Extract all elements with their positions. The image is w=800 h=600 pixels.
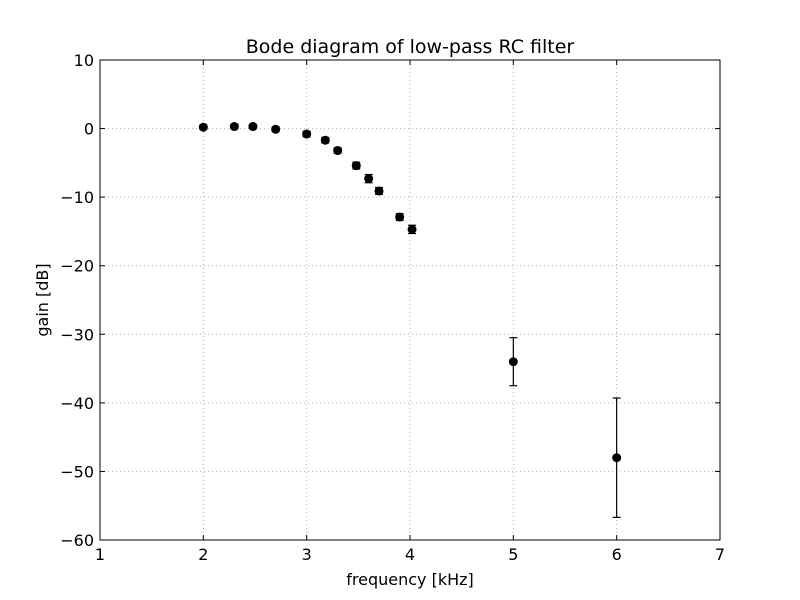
data-layer [198,122,622,518]
y-tick-label: −10 [60,188,94,207]
y-tick-label: 0 [84,120,94,139]
y-tick-label: −30 [60,325,94,344]
x-tick-label: 5 [508,545,518,564]
data-point [508,357,518,367]
x-tick-label: 2 [198,545,208,564]
data-point [374,186,384,196]
data-point [198,122,208,132]
data-point-group [407,224,417,235]
y-tick-labels: 10 0 −10 −20 −30 −40 −50 −60 [60,51,94,550]
y-tick-label: 10 [74,51,94,70]
x-tick-label: 1 [95,545,105,564]
data-point [612,453,622,463]
data-point [229,122,239,132]
y-axis-label: gain [dB] [33,263,52,336]
data-point-group [302,129,312,139]
data-point-group [374,186,384,196]
data-point [395,212,405,222]
x-tick-label: 6 [612,545,622,564]
data-point-group [271,124,281,134]
data-point-group [351,161,361,171]
y-tick-label: −20 [60,257,94,276]
data-point-group [508,337,518,387]
data-point-group [320,135,330,145]
chart-title: Bode diagram of low-pass RC filter [246,36,575,58]
data-point [333,146,343,156]
x-tick-label: 4 [405,545,415,564]
y-tick-label: −60 [60,531,94,550]
x-tick-label: 7 [715,545,725,564]
data-point [364,174,374,184]
data-point [320,135,330,145]
data-point [407,224,417,234]
data-point [248,122,258,132]
data-point-group [395,212,405,222]
x-tick-labels: 1 2 3 4 5 6 7 [95,545,725,564]
plot-area [99,59,721,541]
x-axis-label: frequency [kHz] [346,570,474,589]
y-tick-label: −40 [60,394,94,413]
data-point-group [198,122,208,132]
data-point-group [248,122,258,132]
y-tick-label: −50 [60,462,94,481]
data-point-group [364,173,374,184]
x-tick-label: 3 [302,545,312,564]
data-point-group [333,146,343,156]
data-point [302,129,312,139]
plot-frame [99,59,721,541]
data-point-group [229,122,239,132]
data-point [351,161,361,171]
data-point-group [612,397,622,518]
data-point [271,124,281,134]
